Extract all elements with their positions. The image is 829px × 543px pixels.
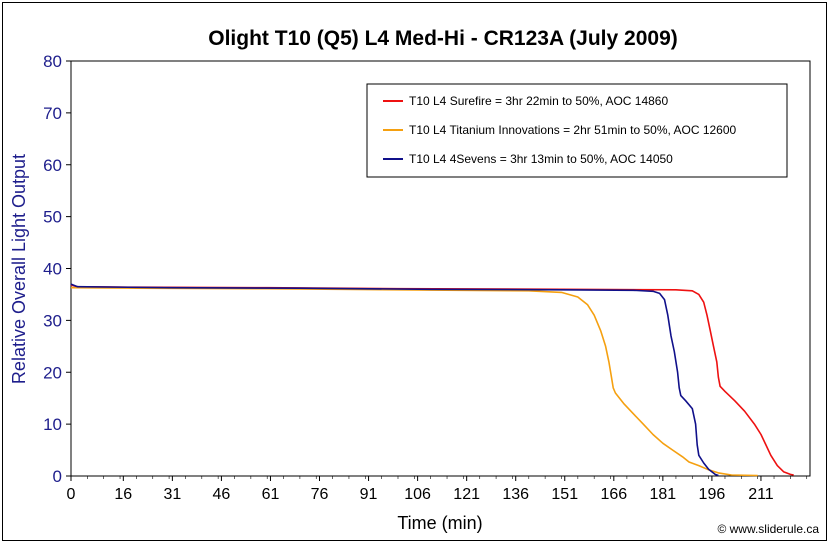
series-line-3	[70, 283, 719, 477]
x-tick-label: 0	[67, 486, 76, 503]
y-tick-label: 50	[43, 208, 62, 227]
x-tick-label: 106	[404, 486, 431, 503]
legend-box	[366, 83, 788, 178]
x-tick-label: 76	[311, 486, 329, 503]
x-tick-label: 16	[114, 486, 132, 503]
y-tick-label: 10	[43, 415, 62, 434]
legend-label-3: T10 L4 4Sevens = 3hr 13min to 50%, AOC 1…	[409, 152, 673, 166]
legend-label-1: T10 L4 Surefire = 3hr 22min to 50%, AOC …	[409, 94, 668, 108]
line-chart: Olight T10 (Q5) L4 Med-Hi - CR123A (July…	[9, 27, 819, 536]
x-tick-label: 151	[551, 486, 578, 503]
x-tick-label: 136	[502, 486, 529, 503]
legend-label-2: T10 L4 Titanium Innovations = 2hr 51min …	[409, 123, 737, 137]
y-tick-label: 0	[53, 467, 62, 486]
x-tick-label: 91	[360, 486, 378, 503]
legend: T10 L4 Surefire = 3hr 22min to 50%, AOC …	[366, 83, 788, 178]
x-tick-label: 196	[699, 486, 726, 503]
x-tick-label: 46	[213, 486, 231, 503]
y-tick-label: 60	[43, 156, 62, 175]
x-tick-label: 211	[748, 486, 774, 503]
x-tick-label: 61	[262, 486, 280, 503]
y-axis-title: Relative Overall Light Output	[9, 154, 29, 384]
x-axis-title: Time (min)	[397, 513, 482, 533]
x-tick-label: 31	[163, 486, 181, 503]
credit-text: © www.sliderule.ca	[717, 522, 819, 536]
y-tick-label: 20	[43, 363, 62, 382]
series-line-2	[70, 286, 758, 477]
x-tick-label: 166	[600, 486, 627, 503]
y-tick-label: 30	[43, 311, 62, 330]
x-tick-label: 181	[650, 486, 677, 503]
y-tick-label: 40	[43, 260, 62, 279]
x-tick-label: 121	[453, 486, 480, 503]
y-tick-label: 80	[43, 52, 62, 71]
y-tick-label: 70	[43, 104, 62, 123]
chart-title: Olight T10 (Q5) L4 Med-Hi - CR123A (July…	[208, 27, 678, 50]
